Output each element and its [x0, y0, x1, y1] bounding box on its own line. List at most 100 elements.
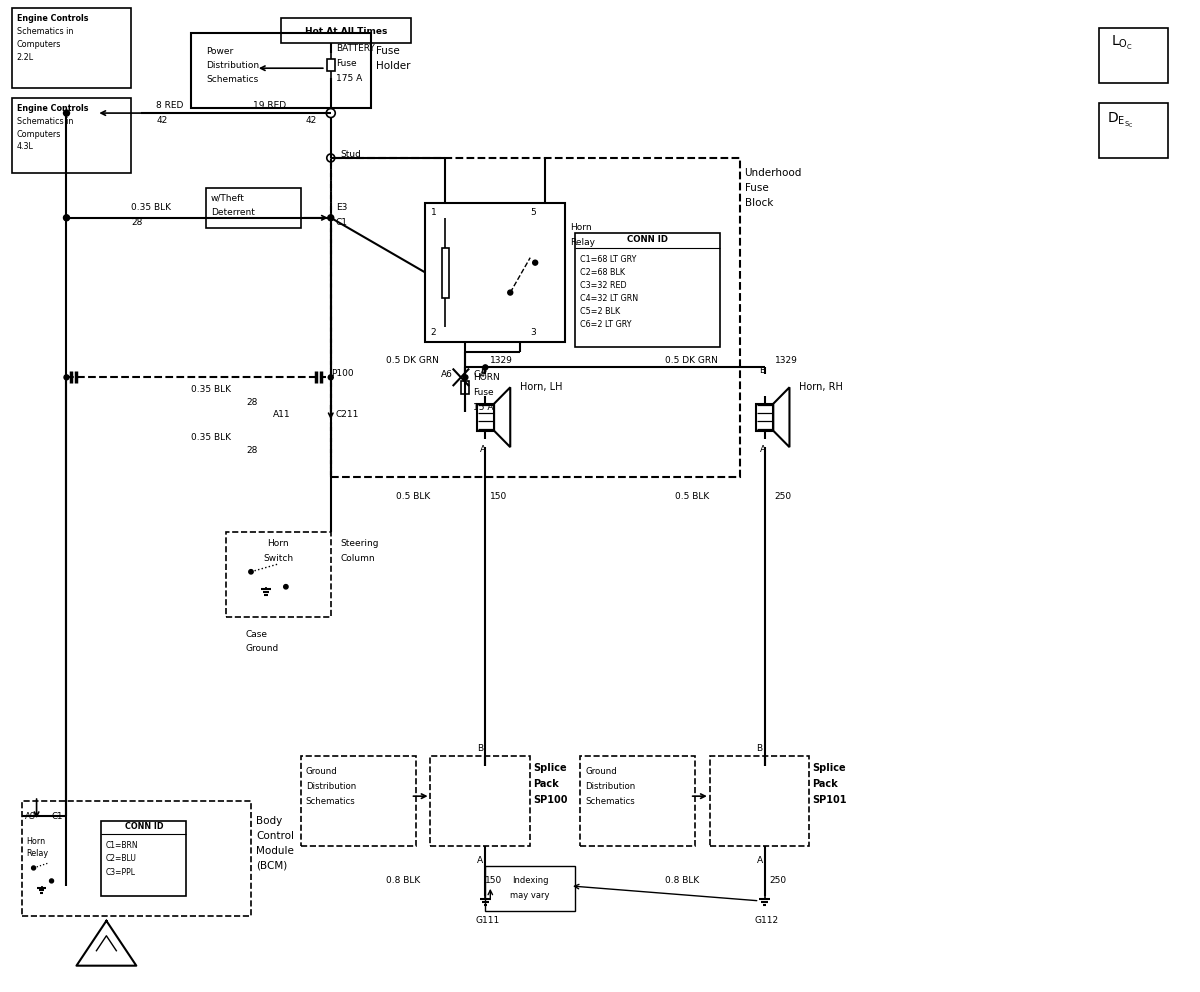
- Bar: [476, 404, 494, 431]
- Text: C6=2 LT GRY: C6=2 LT GRY: [580, 320, 631, 329]
- Bar: [461, 381, 469, 394]
- Bar: [326, 59, 335, 71]
- Bar: [575, 233, 720, 347]
- Text: C2=68 BLK: C2=68 BLK: [580, 268, 625, 277]
- Text: Column: Column: [341, 555, 376, 563]
- Text: C3=PPL: C3=PPL: [106, 868, 136, 878]
- Bar: [301, 756, 415, 846]
- Text: Splice: Splice: [533, 763, 566, 773]
- Text: 3: 3: [530, 328, 536, 337]
- Bar: [281, 18, 410, 44]
- Text: 0.35 BLK: 0.35 BLK: [191, 433, 232, 441]
- Bar: [12, 8, 131, 88]
- Text: 19 RED: 19 RED: [253, 100, 286, 109]
- Text: CONN ID: CONN ID: [626, 235, 668, 244]
- Circle shape: [508, 290, 512, 295]
- Text: Fuse: Fuse: [376, 47, 400, 57]
- Bar: [756, 404, 773, 431]
- Text: Fuse: Fuse: [336, 59, 356, 67]
- Bar: [22, 802, 251, 916]
- Text: C3=32 RED: C3=32 RED: [580, 281, 626, 290]
- Text: C1=BRN: C1=BRN: [106, 840, 138, 849]
- Circle shape: [463, 375, 468, 380]
- Text: may vary: may vary: [510, 892, 550, 901]
- Text: Steering: Steering: [341, 540, 379, 549]
- Text: P100: P100: [331, 369, 353, 378]
- Text: Case: Case: [246, 630, 268, 639]
- Text: G112: G112: [755, 917, 779, 926]
- Circle shape: [31, 866, 36, 870]
- Text: 150: 150: [491, 492, 508, 502]
- Text: A6: A6: [440, 370, 452, 379]
- Text: 250: 250: [774, 492, 792, 502]
- Text: C4: C4: [473, 370, 485, 379]
- Text: 0.5 BLK: 0.5 BLK: [674, 492, 709, 502]
- Text: Fuse: Fuse: [473, 388, 494, 397]
- Circle shape: [64, 215, 70, 221]
- Circle shape: [64, 375, 68, 380]
- Text: Body: Body: [256, 816, 282, 826]
- Text: C1=68 LT GRY: C1=68 LT GRY: [580, 255, 636, 264]
- Text: 0.35 BLK: 0.35 BLK: [131, 203, 172, 212]
- Text: Engine Controls: Engine Controls: [17, 103, 88, 112]
- Text: $\mathregular{D_{E_{S_C}}}$: $\mathregular{D_{E_{S_C}}}$: [1106, 110, 1133, 130]
- Text: 42: 42: [156, 115, 168, 125]
- Text: 28: 28: [131, 218, 143, 227]
- Text: Horn: Horn: [26, 836, 46, 845]
- Text: Ground: Ground: [306, 767, 337, 776]
- Bar: [206, 187, 301, 228]
- Text: Switch: Switch: [263, 555, 294, 563]
- Text: A: A: [478, 856, 484, 865]
- Text: Engine Controls: Engine Controls: [17, 14, 88, 23]
- Bar: [431, 756, 530, 846]
- Text: w/Theft: w/Theft: [211, 193, 245, 202]
- Text: Horn, RH: Horn, RH: [799, 382, 844, 392]
- Text: C5=2 BLK: C5=2 BLK: [580, 307, 620, 316]
- Text: Schematics in: Schematics in: [17, 116, 73, 126]
- Bar: [191, 34, 371, 108]
- Text: C4=32 LT GRN: C4=32 LT GRN: [580, 294, 638, 303]
- Text: G111: G111: [475, 917, 499, 926]
- Text: Schematics: Schematics: [586, 797, 635, 806]
- Text: Block: Block: [744, 197, 773, 207]
- Bar: [12, 98, 131, 173]
- Text: Schematics: Schematics: [306, 797, 355, 806]
- Text: Control: Control: [256, 831, 294, 841]
- Text: 15 A: 15 A: [473, 403, 494, 412]
- Text: Schematics: Schematics: [206, 74, 258, 83]
- Text: Hot At All Times: Hot At All Times: [305, 27, 386, 36]
- Text: Ground: Ground: [246, 644, 280, 653]
- Bar: [226, 532, 331, 617]
- Text: Relay: Relay: [570, 238, 595, 247]
- Text: 42: 42: [306, 115, 317, 125]
- Text: Horn: Horn: [268, 540, 289, 549]
- Text: C211: C211: [336, 410, 359, 419]
- Circle shape: [64, 215, 68, 220]
- Text: C1: C1: [52, 811, 64, 820]
- Text: 2: 2: [431, 328, 436, 337]
- Circle shape: [533, 260, 538, 265]
- Text: 150: 150: [485, 876, 503, 886]
- Circle shape: [49, 879, 54, 883]
- Text: Splice: Splice: [812, 763, 846, 773]
- Text: Computers: Computers: [17, 130, 61, 139]
- Text: Horn, LH: Horn, LH: [521, 382, 563, 392]
- Text: Holder: Holder: [376, 62, 410, 71]
- Text: 175 A: 175 A: [336, 73, 362, 82]
- Text: B: B: [760, 366, 766, 375]
- Text: Module: Module: [256, 846, 294, 856]
- Bar: [426, 202, 565, 342]
- Text: 0.8 BLK: 0.8 BLK: [665, 876, 700, 886]
- Text: 0.8 BLK: 0.8 BLK: [385, 876, 420, 886]
- Text: 28: 28: [246, 445, 257, 454]
- Circle shape: [482, 365, 488, 370]
- Text: Schematics in: Schematics in: [17, 27, 73, 36]
- Bar: [102, 821, 186, 896]
- Text: 1329: 1329: [774, 356, 797, 365]
- Text: Distribution: Distribution: [586, 782, 635, 791]
- Text: Underhood: Underhood: [744, 168, 802, 178]
- Text: 0.5 DK GRN: 0.5 DK GRN: [385, 356, 438, 365]
- Text: A: A: [760, 444, 766, 453]
- Bar: [709, 756, 810, 846]
- Text: SP101: SP101: [812, 796, 847, 806]
